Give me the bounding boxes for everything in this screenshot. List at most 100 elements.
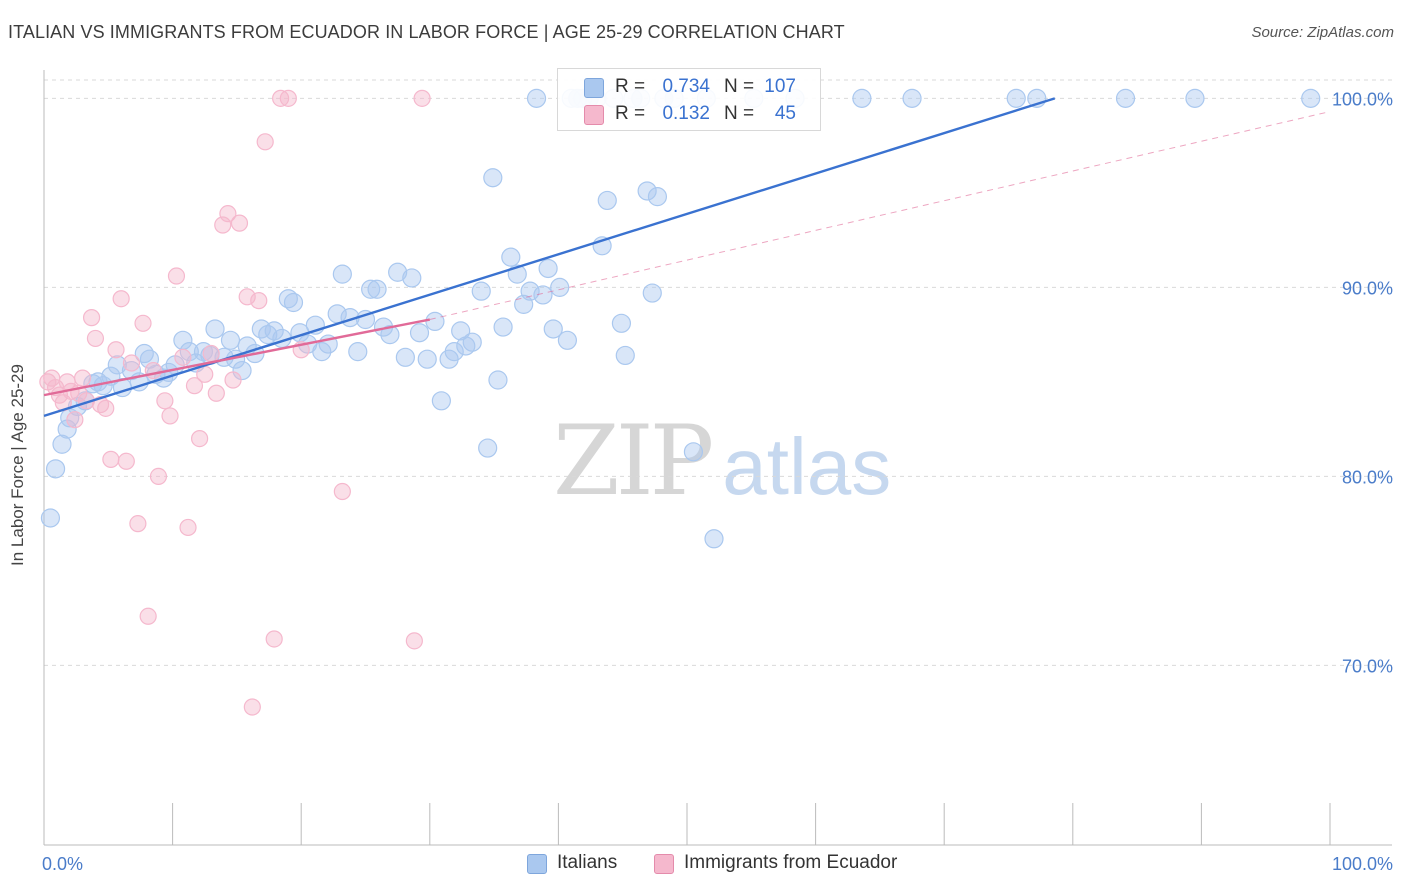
- ecuador-point-41: [250, 292, 268, 310]
- italians-point-35: [264, 321, 284, 341]
- ecuador-point-14: [97, 399, 115, 417]
- italians-point-69: [493, 317, 513, 337]
- ecuador-point-33: [202, 344, 220, 363]
- italians-point-102: [852, 88, 872, 108]
- italians-point-92: [637, 181, 657, 201]
- ecuador-trend-line: [43, 318, 431, 397]
- italians-point-66: [478, 438, 498, 458]
- italians-trend-line: [43, 97, 1056, 418]
- ecuador-point-19: [122, 354, 141, 372]
- italians-swatch: [584, 78, 604, 98]
- ecuador-point-9: [73, 369, 92, 387]
- italians-point-86: [597, 190, 617, 211]
- italians-point-1: [45, 459, 66, 479]
- ecuador-point-16: [107, 341, 125, 359]
- italians-point-68: [488, 370, 508, 390]
- italians-point-76: [538, 258, 558, 279]
- italians-point-108: [1301, 88, 1321, 108]
- y-tick-label-2: 90.0%: [1342, 278, 1393, 298]
- ecuador-point-42: [256, 133, 274, 151]
- watermark: ZIP atlas: [553, 405, 891, 517]
- italians-point-62: [451, 321, 471, 341]
- italians-point-61: [444, 342, 464, 362]
- italians-point-99: [704, 529, 724, 549]
- ecuador-point-20: [129, 515, 147, 533]
- ecuador-point-38: [230, 214, 249, 232]
- italians-point-104: [1006, 88, 1026, 108]
- ecuador-point-27: [167, 267, 186, 285]
- y-tick-label-1: 80.0%: [1342, 467, 1393, 487]
- italians-point-15: [134, 343, 154, 364]
- ecuador-point-34: [207, 384, 225, 402]
- italians-point-38: [283, 292, 304, 313]
- stats-legend: R = 0.734 N = 107 R = 0.132 N = 45: [557, 68, 821, 131]
- legend-label-italians: Italians: [557, 852, 618, 873]
- italians-point-94: [647, 187, 668, 207]
- y-axis-label: In Labor Force | Age 25-29: [8, 364, 27, 566]
- italians-point-50: [367, 279, 387, 299]
- stats-legend-row-italians: R = 0.734 N = 107: [558, 75, 820, 99]
- italians-point-0: [40, 508, 61, 528]
- ecuador-point-45: [279, 89, 297, 107]
- ecuador-swatch: [584, 105, 604, 125]
- ecuador-point-17: [112, 290, 130, 308]
- italians-point-42: [312, 342, 332, 362]
- italians-n-value: 107: [764, 76, 796, 97]
- italians-point-74: [526, 88, 547, 108]
- x-tick-label-1: 100.0%: [1332, 854, 1393, 874]
- italians-point-11: [107, 355, 127, 375]
- ecuador-point-21: [134, 314, 152, 332]
- ecuador-point-49: [413, 89, 431, 107]
- x-tick-label-0: 0.0%: [42, 854, 83, 874]
- ecuador-point-43: [265, 630, 283, 648]
- italians-point-58: [425, 311, 445, 332]
- italians-point-65: [471, 281, 491, 301]
- italians-point-52: [380, 325, 400, 345]
- ecuador-point-28: [174, 348, 192, 366]
- ecuador-point-48: [405, 632, 423, 650]
- ecuador-point-18: [117, 452, 135, 470]
- italians-point-89: [615, 345, 635, 366]
- italians-point-26: [205, 319, 225, 339]
- italians-point-49: [361, 279, 381, 299]
- italians-point-67: [483, 168, 503, 188]
- italians-point-77: [543, 319, 563, 339]
- ecuador-point-23: [144, 361, 162, 380]
- italians-point-73: [520, 281, 540, 301]
- source-label: Source: ZipAtlas.com: [1251, 24, 1394, 41]
- ecuador-point-15: [102, 450, 120, 468]
- legend-label-ecuador: Immigrants from Ecuador: [684, 852, 898, 873]
- italians-point-88: [611, 313, 632, 333]
- ecuador-n-label: N =: [724, 103, 755, 124]
- ecuador-point-29: [179, 518, 197, 537]
- y-tick-label-0: 70.0%: [1342, 656, 1393, 676]
- italians-point-56: [409, 323, 430, 343]
- italians-point-79: [557, 330, 578, 350]
- ecuador-point-25: [156, 392, 174, 410]
- italians-point-30: [232, 360, 252, 381]
- italians-n-label: N =: [724, 76, 755, 97]
- ecuador-point-30: [185, 377, 204, 395]
- italians-point-78: [550, 277, 570, 297]
- italians-point-45: [332, 264, 352, 284]
- italians-point-55: [402, 268, 422, 288]
- ecuador-point-36: [219, 205, 237, 223]
- ecuador-point-22: [139, 607, 157, 625]
- y-tick-label-3: 100.0%: [1332, 89, 1393, 109]
- watermark-zip: ZIP: [553, 405, 714, 517]
- italians-point-48: [355, 309, 376, 330]
- ecuador-n-value: 45: [774, 103, 796, 124]
- italians-point-59: [431, 391, 451, 411]
- italians-r-value: 0.734: [662, 76, 710, 97]
- italians-point-57: [417, 349, 437, 369]
- ecuador-point-47: [333, 482, 351, 501]
- series-legend: Italians Immigrants from Ecuador: [0, 852, 1406, 878]
- italians-point-47: [348, 342, 368, 362]
- ecuador-trend-extension: [429, 111, 1331, 320]
- legend-swatch-italians: [527, 854, 547, 874]
- ecuador-point-26: [161, 407, 179, 425]
- ecuador-point-12: [86, 329, 105, 348]
- italians-point-64: [462, 332, 482, 352]
- italians-point-2: [52, 434, 72, 454]
